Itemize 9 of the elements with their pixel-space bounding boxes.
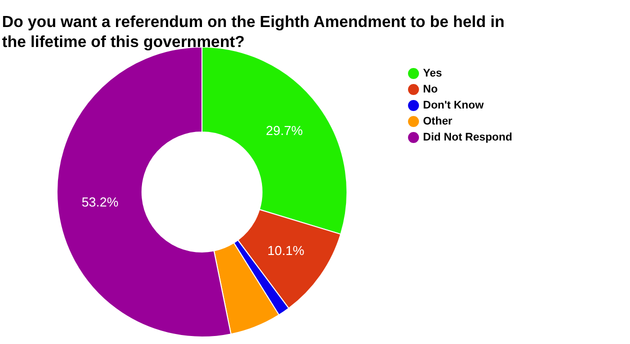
legend-label: Did Not Respond <box>423 132 512 144</box>
data-label: 10.1% <box>267 242 305 258</box>
legend-label: Other <box>423 116 454 128</box>
legend-label: No <box>423 84 438 96</box>
data-label: 29.7% <box>266 122 304 138</box>
data-label: 53.2% <box>82 194 119 210</box>
chart-title: Do you want a referendum on the Eighth Amendment to be held in the lifetime of this government? <box>2 14 505 51</box>
legend-label: Yes <box>423 68 442 80</box>
legend-label: Don't Know <box>423 100 484 112</box>
